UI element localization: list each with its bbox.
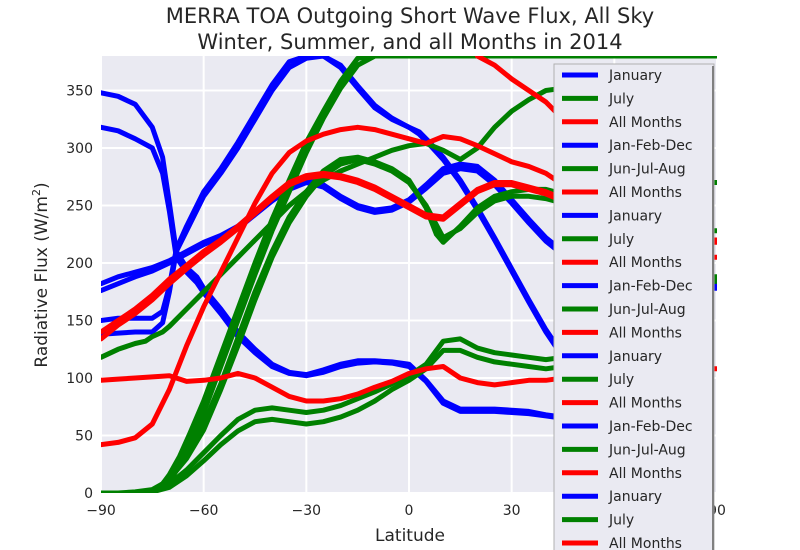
legend-label: All Months [609, 185, 682, 201]
legend-label: Jun-Jul-Aug [608, 162, 686, 178]
legend-label: All Months [609, 536, 682, 550]
y-tick-label: 50 [75, 429, 93, 445]
legend-label: January [608, 208, 662, 224]
legend-label: Jun-Jul-Aug [608, 302, 686, 318]
legend-label: Jan-Feb-Dec [608, 279, 693, 295]
legend: January July All Months Jan-Feb-Dec Jun-Jul-… [553, 63, 715, 550]
x-axis-label: Latitude [375, 526, 445, 546]
x-tick-label: −30 [292, 503, 322, 519]
legend-label: January [608, 349, 662, 365]
x-tick-label: 0 [405, 503, 414, 519]
x-tick-label: −90 [86, 503, 116, 519]
legend-label: Jun-Jul-Aug [608, 442, 686, 458]
legend-label: July [608, 513, 634, 529]
legend-label: January [608, 489, 662, 505]
y-tick-label: 350 [66, 84, 93, 100]
legend-label: July [608, 232, 634, 248]
x-tick-label: −60 [189, 503, 219, 519]
legend-label: Jan-Feb-Dec [608, 138, 693, 154]
y-axis-label-main: Radiative Flux (W/m [32, 196, 52, 368]
y-axis-label: Radiative Flux (W/m2) [30, 182, 52, 367]
y-tick-label: 200 [66, 256, 93, 272]
legend-label: All Months [609, 255, 682, 271]
chart-title-line1: MERRA TOA Outgoing Short Wave Flux, All … [166, 4, 654, 28]
x-tick-label: 30 [503, 503, 521, 519]
legend-label: All Months [609, 396, 682, 412]
series-line-6 [101, 56, 717, 493]
y-axis-label-sup: 2 [30, 189, 43, 196]
series-line-1 [101, 124, 617, 428]
legend-label: All Months [609, 466, 682, 482]
legend-label: Jan-Feb-Dec [608, 419, 693, 435]
y-tick-label: 150 [66, 314, 93, 330]
y-tick-label: 100 [66, 371, 93, 387]
legend-label: All Months [609, 115, 682, 131]
y-axis-label-end: ) [32, 182, 52, 189]
chart-title-line2: Winter, Summer, and all Months in 2014 [197, 30, 622, 54]
y-tick-label: 250 [66, 199, 93, 215]
ticks: −90−60−300306090050100150200250300350 [66, 84, 726, 520]
legend-label: July [608, 372, 634, 388]
y-tick-label: 300 [66, 141, 93, 157]
legend-label: All Months [609, 325, 682, 341]
legend-label: July [608, 91, 634, 107]
y-tick-label: 0 [84, 486, 93, 502]
legend-label: January [608, 68, 662, 84]
